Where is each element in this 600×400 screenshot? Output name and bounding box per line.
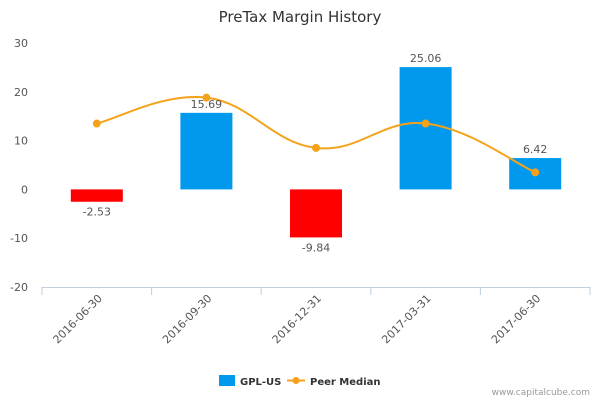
bar-series — [70, 67, 562, 238]
y-tick-label: 10 — [14, 135, 28, 148]
y-tick-label: -20 — [10, 281, 28, 294]
x-axis: 2016-06-30 2016-09-30 2016-12-31 2017-03-31… — [41, 287, 591, 346]
bar-data-label: 6.42 — [523, 143, 548, 156]
bar-data-label: -9.84 — [302, 241, 330, 254]
legend-label-peer-median: Peer Median — [310, 377, 381, 388]
bar-data-label: 25.06 — [410, 52, 442, 65]
chart-title: PreTax Margin History — [219, 8, 382, 26]
bar — [180, 112, 233, 190]
credit-text: www.capitalcube.com — [492, 388, 590, 398]
peer-median-point — [421, 119, 430, 128]
legend-swatch-gpl-us — [219, 375, 235, 386]
x-tick-label: 2016-09-30 — [160, 292, 214, 346]
line-series — [92, 93, 540, 177]
legend[interactable]: GPL-US Peer Median — [219, 375, 381, 388]
peer-median-point — [312, 143, 320, 152]
bar-data-label: 15.69 — [191, 98, 223, 111]
bar-data-label: -2.53 — [83, 206, 111, 219]
y-tick-label: 0 — [21, 183, 28, 196]
peer-median-point — [531, 168, 540, 177]
peer-median-line — [96, 96, 536, 174]
peer-median-point — [92, 119, 101, 128]
peer-median-point — [202, 93, 211, 102]
bar — [399, 67, 452, 190]
y-axis: -20 -10 0 10 20 30 — [10, 37, 28, 294]
bar — [70, 189, 123, 202]
y-tick-label: -10 — [10, 232, 28, 245]
bar — [290, 189, 342, 238]
x-tick-label: 2017-06-30 — [489, 292, 543, 346]
legend-marker-peer-median — [292, 377, 300, 384]
legend-label-gpl-us: GPL-US — [240, 377, 281, 388]
x-tick-label: 2016-06-30 — [51, 292, 105, 346]
x-tick-label: 2016-12-31 — [270, 292, 324, 346]
x-tick-label: 2017-03-31 — [379, 292, 433, 346]
y-tick-label: 20 — [14, 86, 28, 99]
y-tick-label: 30 — [14, 37, 28, 50]
data-labels: -2.53 15.69 -9.84 25.06 6.42 — [83, 52, 548, 254]
